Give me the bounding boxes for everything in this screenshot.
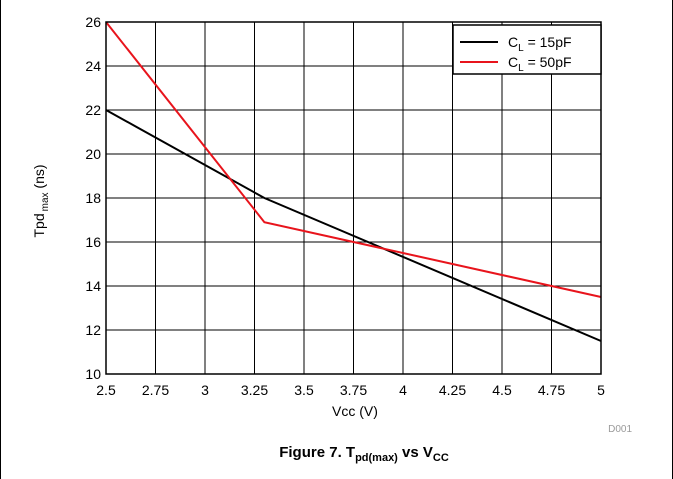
- y-tick-labels: 10 12 14 16 18 20 22 24 26: [85, 14, 101, 382]
- y-tick-label: 12: [85, 322, 101, 338]
- x-tick-label: 2.75: [142, 382, 169, 398]
- series-line-1: [105, 21, 602, 298]
- legend-label-1: CL = 50pF: [508, 54, 572, 74]
- plot-area-border: [105, 21, 602, 375]
- x-tick-label: 4: [399, 382, 407, 398]
- figure-caption-mid: vs V: [398, 444, 433, 461]
- legend-label-0-main: C: [508, 34, 518, 50]
- y-tick-label: 22: [85, 102, 101, 118]
- y-tick-label: 18: [85, 190, 101, 206]
- legend-box: [452, 24, 602, 75]
- x-tick-label: 2.5: [96, 382, 116, 398]
- series-line-0: [105, 109, 602, 342]
- y-tick-label: 14: [85, 278, 101, 294]
- grid-lines: [105, 21, 602, 375]
- y-tick-label: 26: [85, 14, 101, 30]
- legend-label-1-main: C: [508, 54, 518, 70]
- x-tick-label: 3.5: [294, 382, 314, 398]
- legend-label-1-rest: = 50pF: [524, 54, 572, 70]
- x-tick-label: 3: [201, 382, 209, 398]
- x-tick-label: 5: [597, 382, 605, 398]
- y-axis-label-unit: (ns): [31, 164, 47, 192]
- y-tick-label: 20: [85, 146, 101, 162]
- y-tick-label: 10: [85, 366, 101, 382]
- y-axis-label-sub: max: [40, 192, 51, 211]
- figure-code: D001: [608, 424, 632, 435]
- legend-label-0-sub: L: [518, 43, 524, 54]
- y-tick-label: 16: [85, 234, 101, 250]
- x-tick-labels: 2.5 2.75 3 3.25 3.5 3.75 4 4.25 4.5 4.75 5: [96, 382, 605, 398]
- x-tick-label: 4.75: [538, 382, 565, 398]
- x-axis-label: Vcc (V): [332, 403, 378, 419]
- legend: CL = 15pF CL = 50pF: [452, 24, 602, 75]
- series-lines: [105, 21, 602, 342]
- legend-label-0: CL = 15pF: [508, 34, 572, 54]
- figure-caption-prefix: Figure 7. T: [279, 444, 355, 461]
- y-axis-label: Tpd max (ns): [31, 164, 51, 237]
- legend-label-1-sub: L: [518, 63, 524, 74]
- x-tick-label: 4.25: [439, 382, 466, 398]
- figure-caption: Figure 7. Tpd(max) vs VCC: [279, 444, 449, 464]
- legend-label-0-rest: = 15pF: [524, 34, 572, 50]
- x-tick-label: 3.25: [241, 382, 268, 398]
- y-tick-label: 24: [85, 58, 101, 74]
- y-axis-label-main: Tpd: [31, 213, 47, 237]
- figure-caption-sub2: CC: [433, 452, 449, 464]
- x-tick-label: 3.75: [340, 382, 367, 398]
- x-tick-label: 4.5: [492, 382, 512, 398]
- figure-caption-sub1: pd(max): [355, 452, 398, 464]
